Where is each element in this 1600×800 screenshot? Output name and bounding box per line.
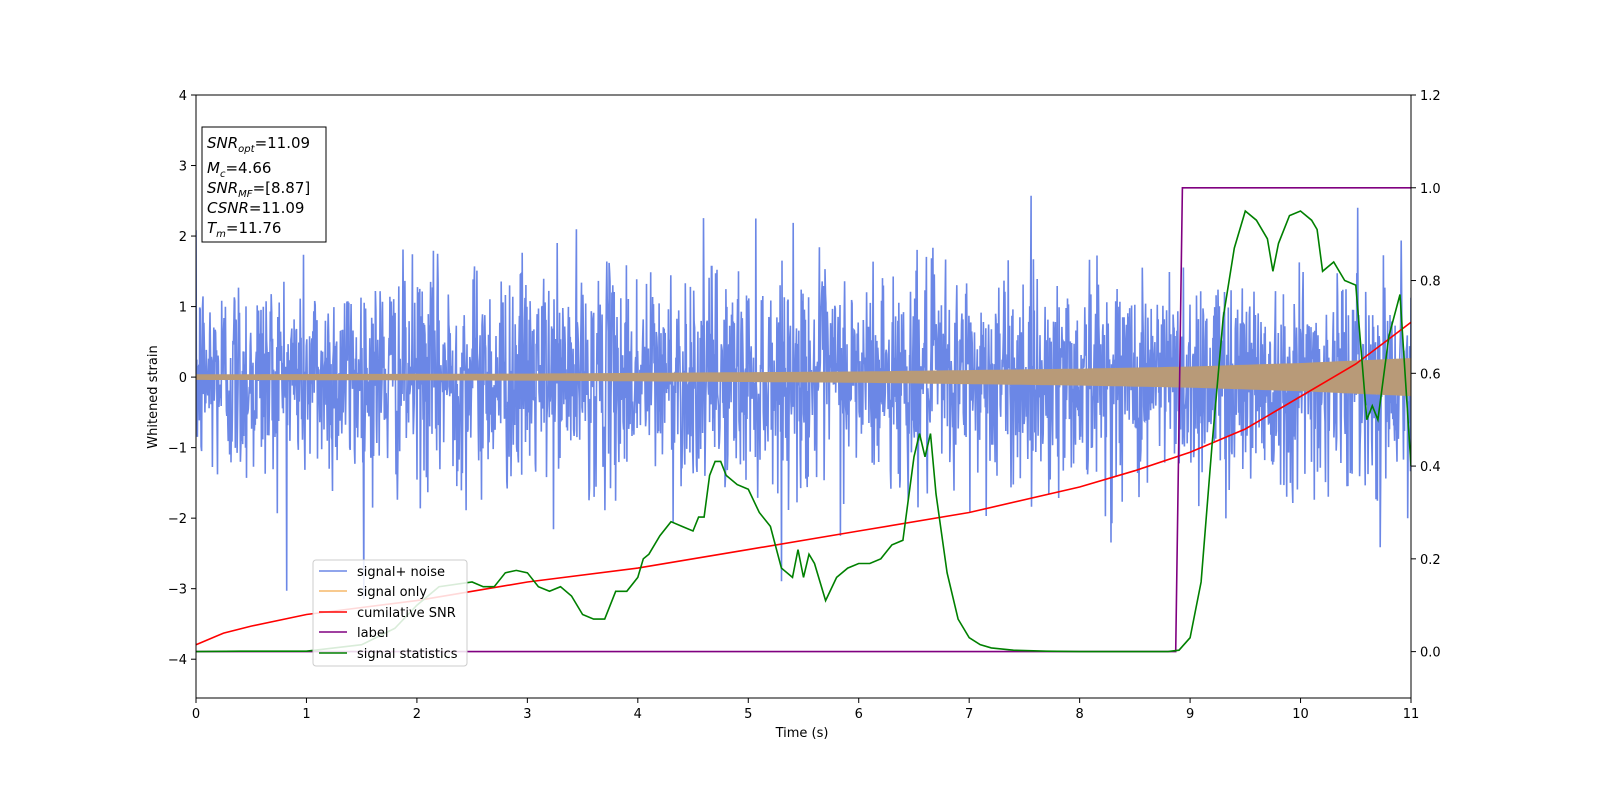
legend-label-signal: signal only — [357, 585, 427, 600]
annotation-frame — [201, 126, 327, 243]
y-right-tick-label-1.2: 1.2 — [1420, 89, 1441, 104]
y-left-tick-label--3: −3 — [168, 583, 187, 598]
annotation-box: SNRopt=11.09 Mc=4.66 SNRMF=[8.87] CSNR=1… — [201, 126, 327, 243]
legend-label-label: label — [357, 626, 388, 641]
y-right-tick-label-0.2: 0.2 — [1420, 553, 1441, 568]
snr-opt-text: SNRopt=11.09 — [207, 134, 310, 155]
y-left-tick-label-3: 3 — [179, 160, 187, 175]
x-tick-label-8: 8 — [1075, 707, 1083, 722]
y-axis-left: 4 3 2 1 0 −1 −2 −3 −4 — [168, 89, 196, 668]
y-right-tick-label-1.0: 1.0 — [1420, 182, 1441, 197]
y-right-tick-label-0.0: 0.0 — [1420, 646, 1441, 661]
legend-label-stats: signal statistics — [357, 647, 458, 662]
plot-frame — [195, 94, 1412, 699]
mc-text: Mc=4.66 — [207, 159, 271, 180]
csnr-text: CSNR=11.09 — [207, 199, 304, 217]
y-left-tick-label-4: 4 — [179, 89, 187, 104]
x-tick-label-2: 2 — [413, 707, 421, 722]
x-tick-label-5: 5 — [744, 707, 752, 722]
y-axis-right: 1.2 1.0 0.8 0.6 0.4 0.2 0.0 — [1411, 89, 1441, 661]
x-tick-label-9: 9 — [1186, 707, 1194, 722]
legend-label-csnr: cumilative SNR — [357, 606, 456, 621]
legend-label-noise: signal+ noise — [357, 565, 445, 580]
y-right-tick-label-0.8: 0.8 — [1420, 275, 1441, 290]
x-tick-label-10: 10 — [1292, 707, 1309, 722]
y-left-tick-label-1: 1 — [179, 301, 187, 316]
x-tick-label-3: 3 — [523, 707, 531, 722]
x-tick-label-11: 11 — [1403, 707, 1420, 722]
series-signal-plus-noise — [196, 195, 1411, 599]
y-left-tick-label--1: −1 — [168, 442, 187, 457]
y-left-tick-label-2: 2 — [179, 230, 187, 245]
x-tick-label-0: 0 — [192, 707, 200, 722]
series-cumilative-snr — [196, 321, 1411, 646]
x-tick-label-4: 4 — [634, 707, 642, 722]
y-left-tick-label-0: 0 — [179, 371, 187, 386]
legend-frame — [312, 559, 468, 667]
x-axis-label: Time (s) — [775, 726, 829, 741]
y-left-tick-label--2: −2 — [168, 512, 187, 527]
x-tick-label-7: 7 — [965, 707, 973, 722]
tm-text: Tm=11.76 — [207, 219, 281, 240]
series-label — [196, 187, 1411, 653]
y-axis-label: Whitened strain — [146, 345, 161, 448]
plot-area — [196, 187, 1411, 653]
x-tick-label-1: 1 — [302, 707, 310, 722]
series-signal-statistics — [196, 209, 1411, 653]
x-tick-label-6: 6 — [855, 707, 863, 722]
x-axis: 0 1 2 3 4 5 6 7 8 9 10 11 — [192, 698, 1419, 722]
series-signal-only — [196, 358, 1411, 397]
legend: signal+ noise signal only cumilative SNR… — [312, 559, 468, 667]
y-left-tick-label--4: −4 — [168, 653, 187, 668]
snr-mf-text: SNRMF=[8.87] — [207, 179, 310, 200]
y-right-tick-label-0.6: 0.6 — [1420, 367, 1441, 382]
y-right-tick-label-0.4: 0.4 — [1420, 460, 1441, 475]
